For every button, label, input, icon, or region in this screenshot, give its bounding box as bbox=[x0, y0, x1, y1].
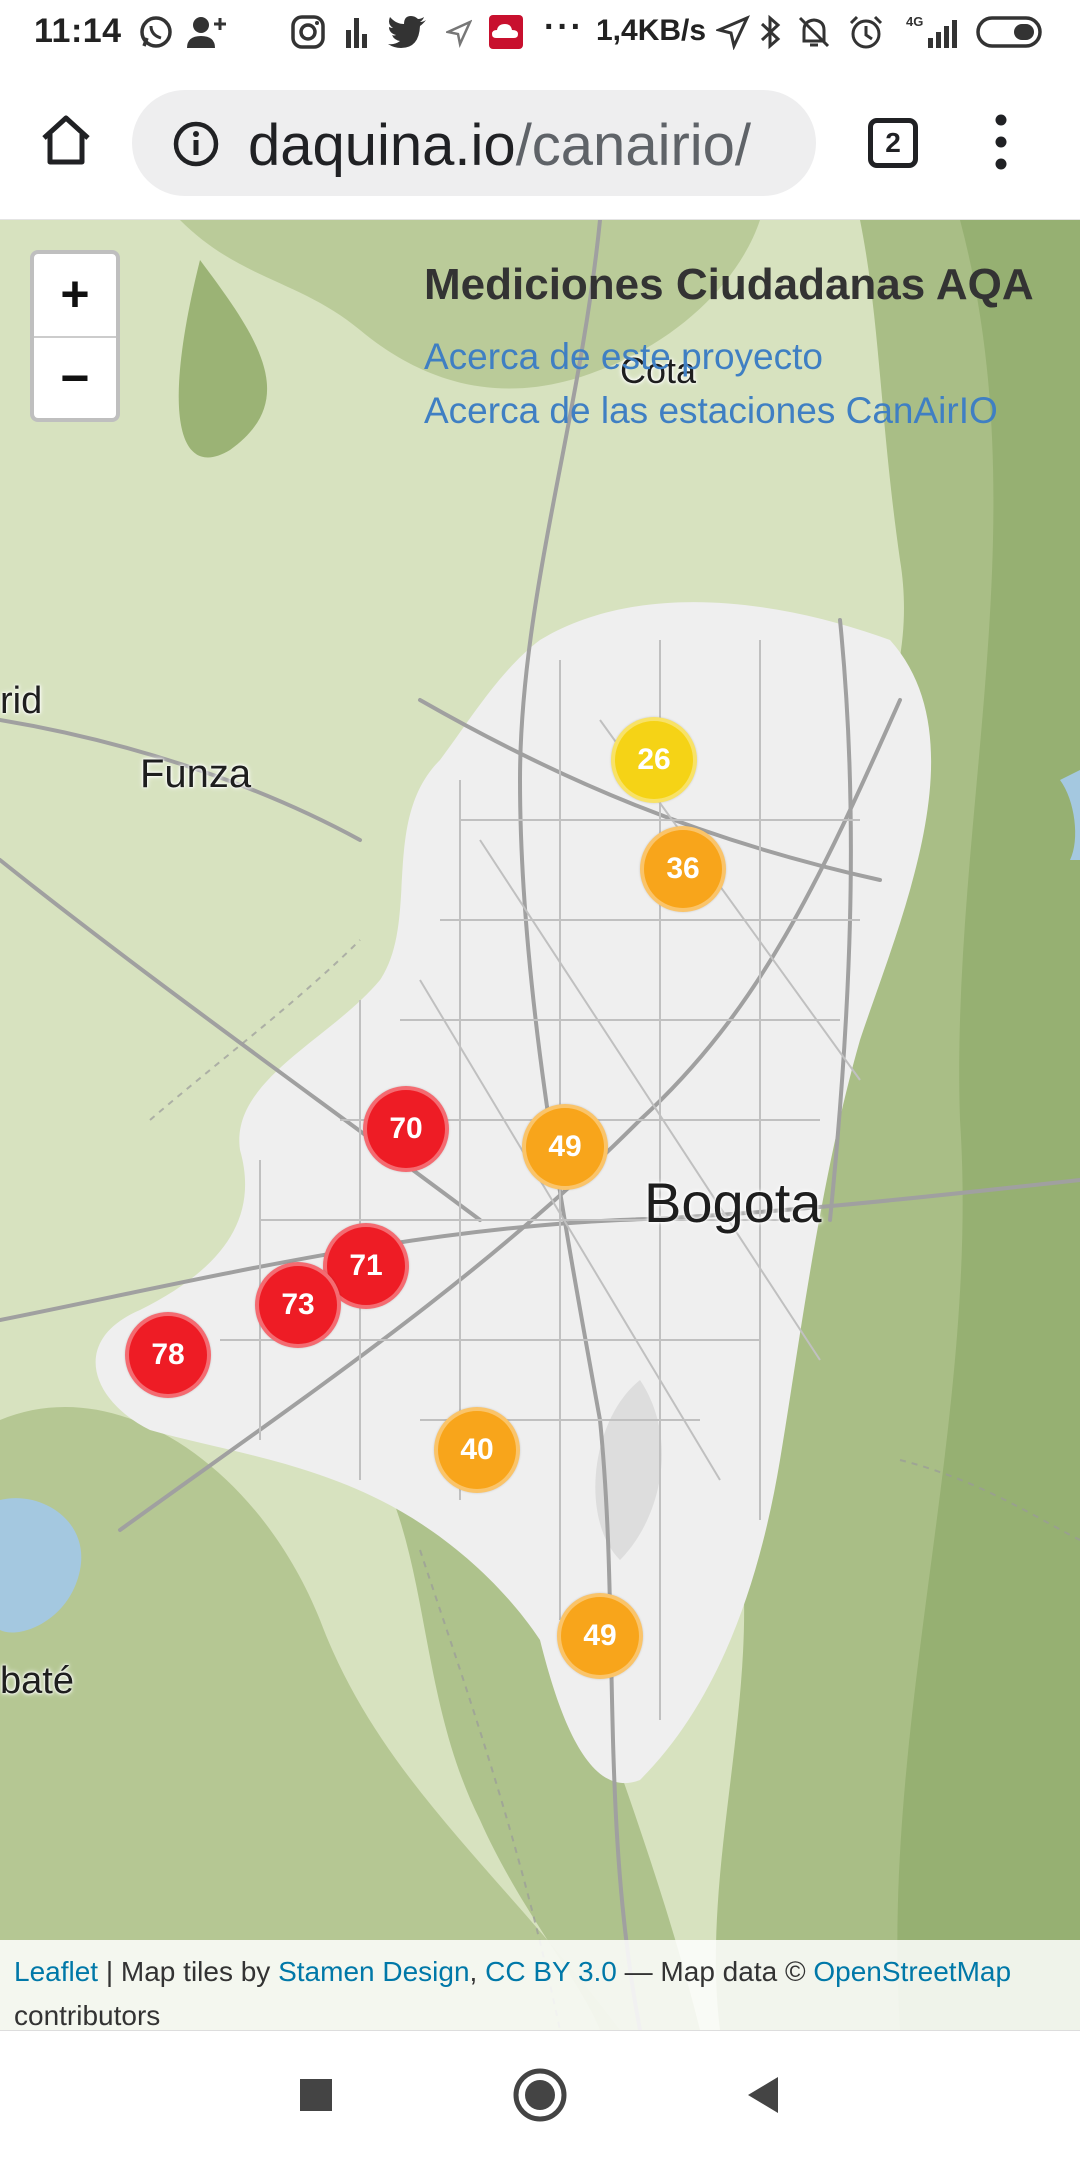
recents-square-icon[interactable] bbox=[286, 2065, 346, 2125]
status-time: 11:14 bbox=[34, 12, 122, 50]
about-project-link[interactable]: Acerca de este proyecto bbox=[424, 336, 823, 377]
alarm-icon bbox=[849, 15, 883, 49]
whatsapp-icon bbox=[140, 16, 172, 48]
station-marker[interactable]: 36 bbox=[640, 826, 726, 912]
station-marker[interactable]: 70 bbox=[363, 1086, 449, 1172]
status-data-rate: 1,4KB/s bbox=[596, 14, 707, 47]
map-attribution: Leaflet | Map tiles by Stamen Design, CC… bbox=[0, 1940, 1080, 2030]
osm-link[interactable]: OpenStreetMap bbox=[813, 1956, 1012, 1987]
address-bar[interactable]: daquina.io/canairio/ bbox=[132, 90, 816, 196]
license-link[interactable]: CC BY 3.0 bbox=[485, 1956, 617, 1987]
bluetooth-icon bbox=[760, 14, 781, 50]
attribution-text-3: — Map data © bbox=[616, 1956, 814, 1987]
cell-signal-icon bbox=[928, 20, 957, 48]
info-panel: Mediciones Ciudadanas AQA Acerca de este… bbox=[424, 260, 1080, 438]
zoom-out-button[interactable]: − bbox=[34, 336, 116, 418]
place-label-bogota: Bogota bbox=[644, 1171, 822, 1234]
station-marker[interactable]: 49 bbox=[522, 1104, 608, 1190]
battery-icon bbox=[976, 16, 1042, 48]
marker-value: 26 bbox=[637, 743, 671, 776]
stamen-link[interactable]: Stamen Design bbox=[278, 1956, 470, 1987]
marker-value: 49 bbox=[583, 1619, 617, 1652]
browser-toolbar: daquina.io/canairio/ 2 bbox=[0, 66, 1080, 220]
leaflet-link[interactable]: Leaflet bbox=[14, 1956, 99, 1987]
marker-value: 71 bbox=[349, 1249, 383, 1282]
status-network-type: 4G bbox=[906, 14, 924, 29]
map-title: Mediciones Ciudadanas AQA bbox=[424, 260, 1034, 309]
signal-bars-icon bbox=[346, 18, 367, 48]
tabs-button[interactable]: 2 bbox=[868, 118, 918, 168]
status-bar: 11:14 ··· 1,4KB/s bbox=[0, 0, 1080, 66]
attribution-contributors: contributors bbox=[14, 2000, 161, 2030]
zoom-control: + − bbox=[30, 250, 120, 422]
station-marker[interactable]: 73 bbox=[255, 1262, 341, 1348]
mute-icon bbox=[798, 16, 830, 48]
attribution-text-1: | Map tiles by bbox=[98, 1956, 279, 1987]
url-domain: daquina.io bbox=[248, 113, 516, 178]
home-circle-icon[interactable] bbox=[510, 2065, 570, 2125]
cloud-app-icon bbox=[489, 15, 523, 49]
url-path: /canairio/ bbox=[515, 113, 752, 178]
attribution-text-2: , bbox=[469, 1956, 486, 1987]
about-stations-link[interactable]: Acerca de las estaciones CanAirIO bbox=[424, 390, 998, 431]
home-icon[interactable] bbox=[36, 110, 96, 170]
twitter-icon bbox=[388, 16, 426, 48]
instagram-icon bbox=[291, 15, 325, 49]
marker-value: 36 bbox=[666, 852, 700, 885]
system-nav-bar bbox=[0, 2030, 1080, 2160]
station-marker[interactable]: 40 bbox=[434, 1407, 520, 1493]
place-label-madrid: rid bbox=[0, 680, 43, 722]
url-text[interactable]: daquina.io/canairio/ bbox=[248, 112, 751, 179]
place-label-funza: Funza bbox=[140, 752, 252, 796]
marker-value: 70 bbox=[389, 1112, 423, 1145]
marker-value: 73 bbox=[281, 1288, 315, 1321]
station-marker[interactable]: 26 bbox=[611, 717, 697, 803]
zoom-in-button[interactable]: + bbox=[60, 266, 90, 322]
station-marker[interactable]: 49 bbox=[557, 1593, 643, 1679]
place-label-cota: Cota bbox=[620, 350, 697, 391]
place-label-zipacon: baté bbox=[0, 1660, 74, 1702]
map-view[interactable]: Cota rid Funza Bogota baté + − Medicione… bbox=[0, 220, 1080, 2030]
add-user-icon bbox=[187, 17, 226, 48]
location-arrow-icon bbox=[446, 19, 472, 49]
tab-count: 2 bbox=[885, 127, 901, 158]
marker-value: 40 bbox=[460, 1433, 494, 1466]
marker-value: 78 bbox=[151, 1338, 185, 1371]
station-marker[interactable]: 78 bbox=[125, 1312, 211, 1398]
marker-value: 49 bbox=[548, 1130, 582, 1163]
navigation-icon bbox=[716, 15, 750, 50]
info-icon[interactable] bbox=[172, 120, 220, 168]
back-triangle-icon[interactable] bbox=[734, 2065, 794, 2125]
more-vert-icon[interactable] bbox=[986, 112, 1016, 172]
status-more: ··· bbox=[544, 8, 584, 46]
